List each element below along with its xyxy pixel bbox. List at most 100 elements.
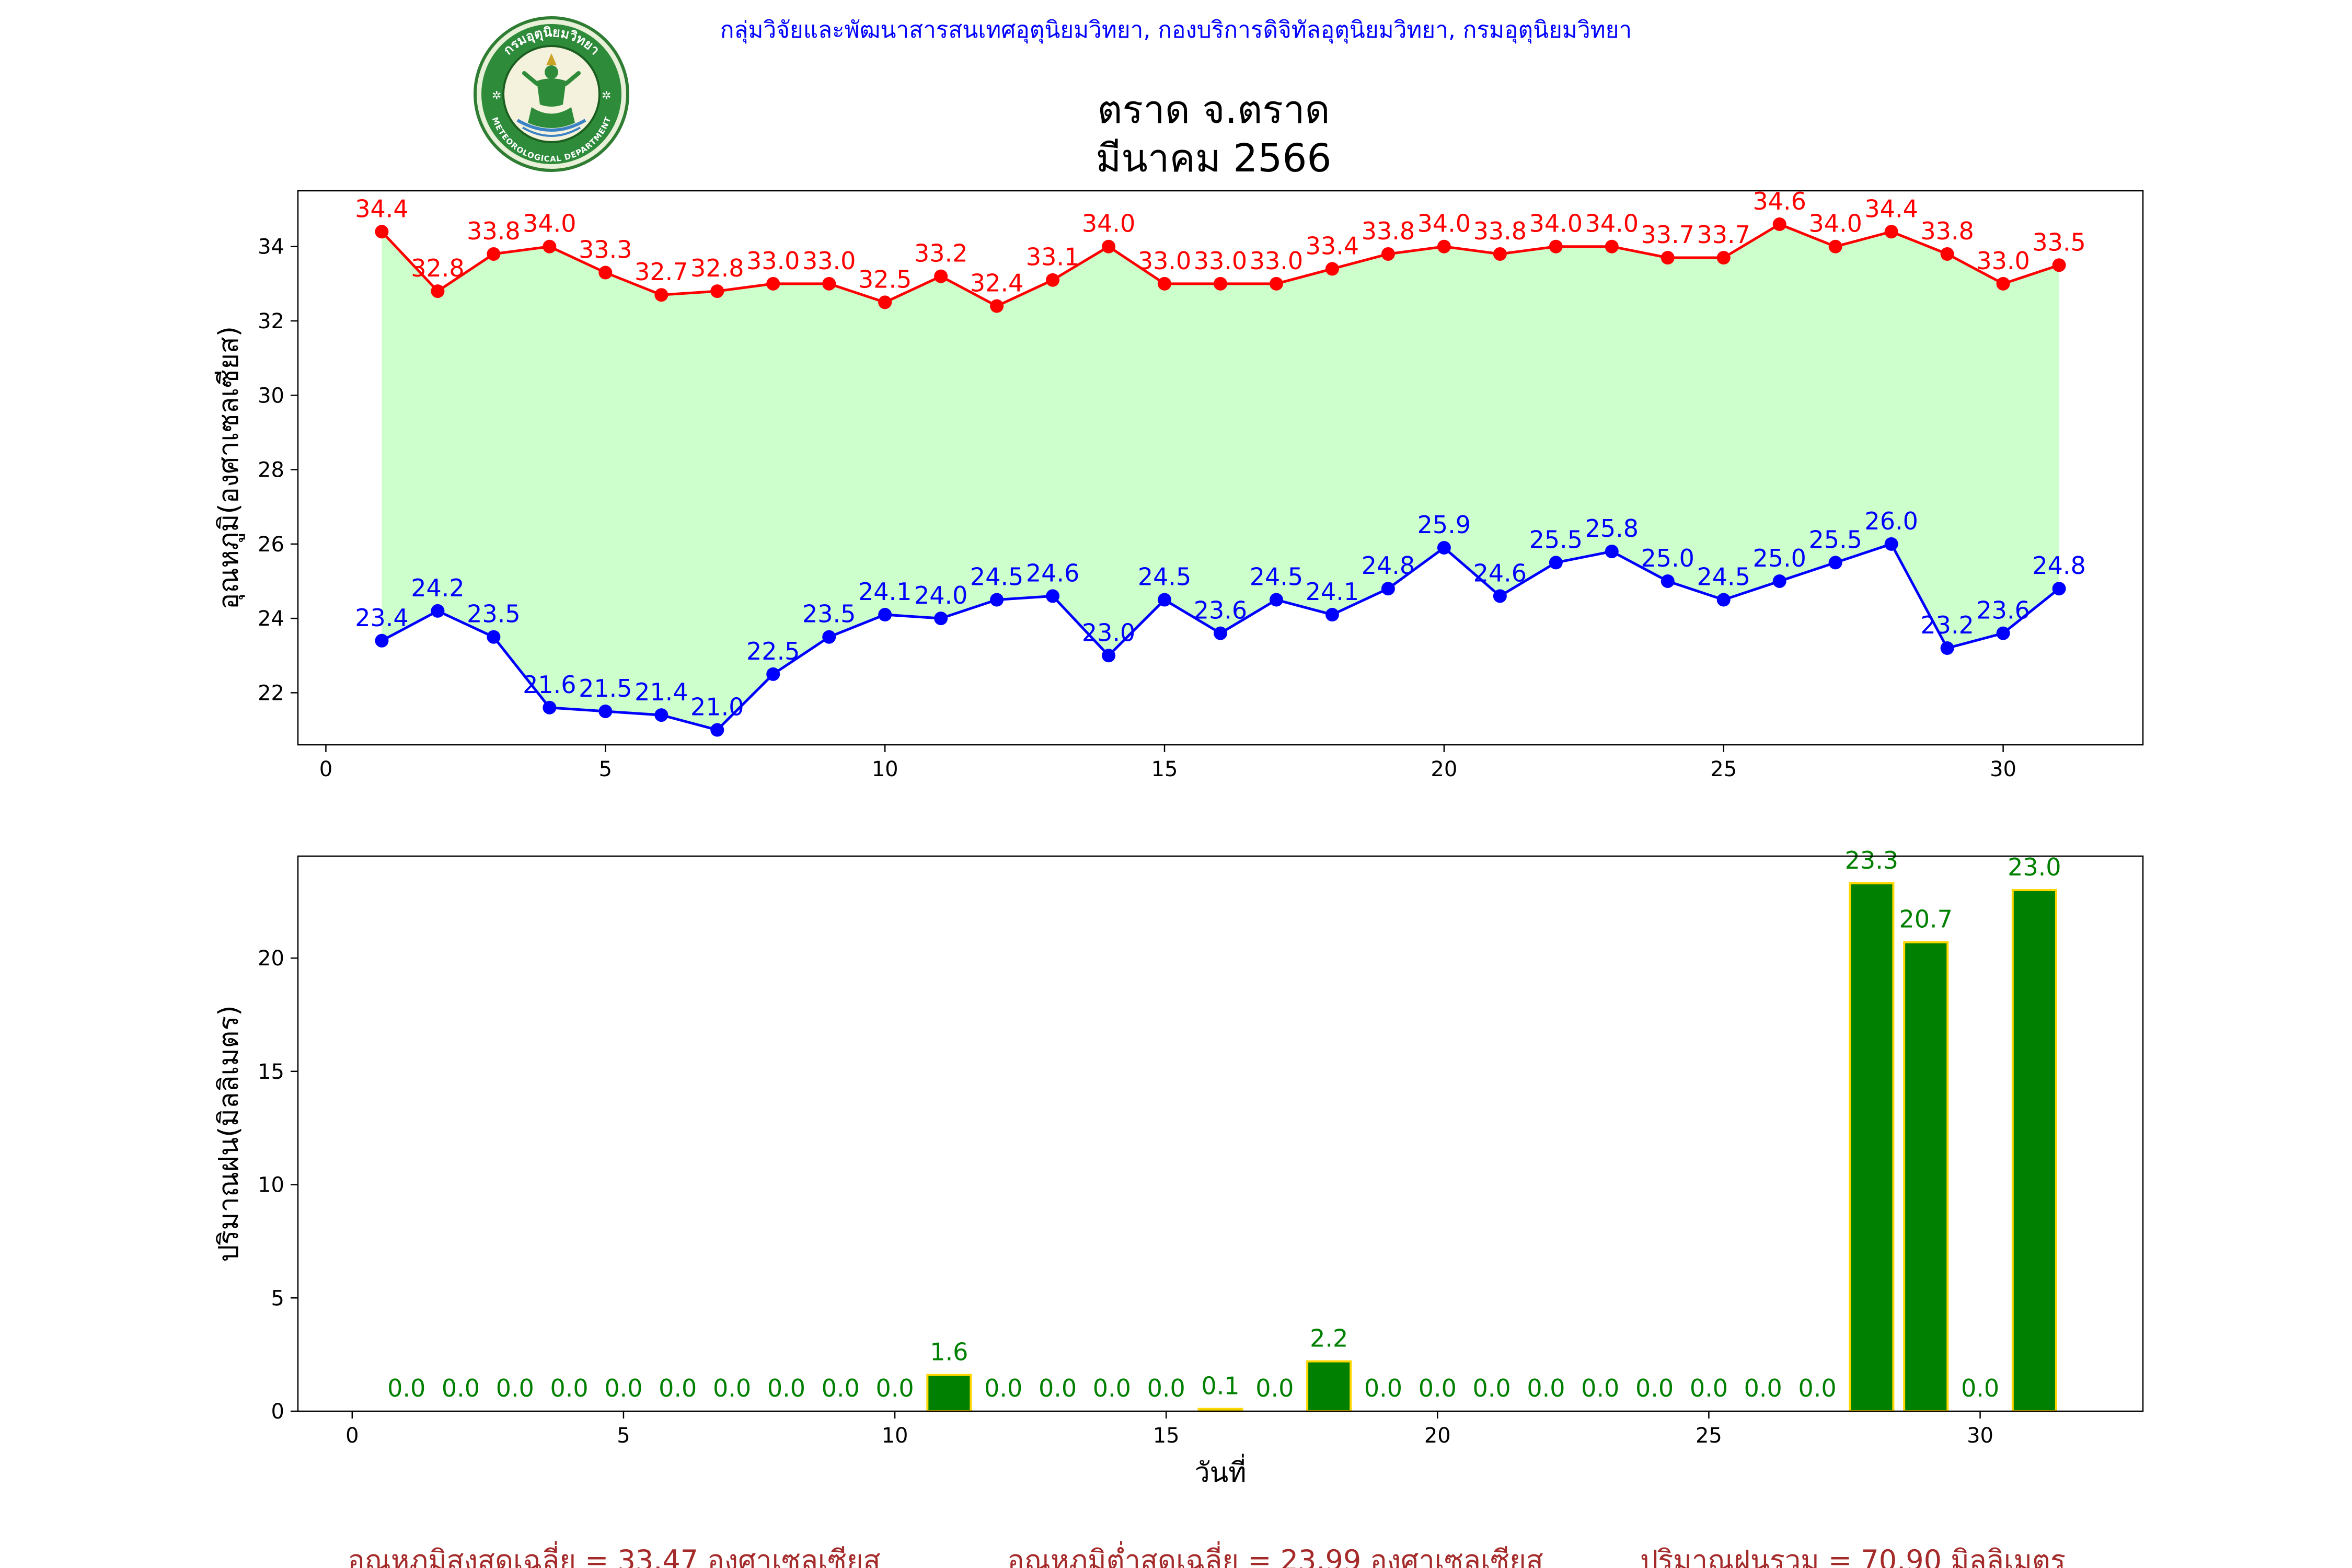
rainfall-label: 0.0 <box>496 1374 534 1402</box>
temperature-plot-frame <box>297 190 2144 746</box>
chart-title-line1: ตราด จ.ตราด <box>1097 87 1330 132</box>
min-temperature-label: 24.8 <box>1362 551 1415 580</box>
min-temperature-label: 24.5 <box>970 563 1023 591</box>
rainfall-label: 0.0 <box>1635 1374 1674 1402</box>
rainfall-label: 0.0 <box>767 1374 805 1402</box>
min-temperature-label: 24.6 <box>1026 559 1079 587</box>
max-temperature-point <box>543 239 557 253</box>
max-temperature-label: 33.0 <box>1976 247 2030 275</box>
min-temperature-label: 21.5 <box>579 674 632 702</box>
rainfall-y-axis-label: ปริมาณฝน(มิลลิเมตร) <box>213 1005 245 1262</box>
min-temperature-label: 21.4 <box>635 678 688 706</box>
min-temperature-point <box>1940 641 1954 655</box>
max-temperature-label: 34.0 <box>1082 210 1135 238</box>
max-temperature-label: 33.1 <box>1026 243 1079 271</box>
y-tick-label: 32 <box>258 309 284 333</box>
max-temperature-point <box>1158 276 1172 291</box>
rainfall-label: 2.2 <box>1310 1324 1348 1353</box>
min-temperature-label: 24.5 <box>1697 563 1750 591</box>
x-tick-label: 5 <box>599 757 612 781</box>
max-temperature-point <box>1828 239 1842 253</box>
min-temperature-label: 24.2 <box>411 574 464 602</box>
rainfall-data-labels: 0.0 0.0 0.0 0.0 0.0 0.0 0.0 0.0 0.0 0.0 1.6 0.0 0.0 0… <box>387 846 2061 1402</box>
rainfall-label: 23.0 <box>2008 853 2061 881</box>
max-temperature-label: 33.0 <box>1250 247 1303 275</box>
min-temperature-point <box>1158 593 1172 607</box>
rainfall-label: 0.0 <box>1473 1374 1511 1402</box>
rainfall-label: 0.0 <box>1093 1374 1131 1402</box>
max-temperature-label: 32.8 <box>411 254 464 282</box>
rainfall-plot-frame <box>297 855 2144 1412</box>
min-temperature-point <box>1214 626 1227 640</box>
max-temperature-label: 33.8 <box>1920 217 1974 245</box>
max-temperature-label: 33.3 <box>579 236 632 264</box>
svg-text:✲: ✲ <box>492 89 501 102</box>
min-temperature-label: 21.6 <box>523 671 576 699</box>
max-temperature-point <box>934 269 948 283</box>
max-temperature-label: 33.8 <box>1473 217 1527 245</box>
min-temperature-point <box>1996 626 2010 640</box>
temperature-data-labels: 34.432.833.8 34.033.332.7 32.8 33.0 33.032.5… <box>355 187 2086 721</box>
max-temperature-point <box>1046 273 1060 287</box>
max-temperature-point <box>1661 251 1675 265</box>
rainfall-label: 0.0 <box>1419 1374 1457 1402</box>
max-temperature-label: 33.5 <box>2032 228 2085 256</box>
rainfall-label: 0.0 <box>822 1374 860 1402</box>
min-temperature-point <box>1605 545 1619 559</box>
rainfall-label: 23.3 <box>1845 846 1898 874</box>
max-temperature-point <box>1325 262 1339 276</box>
max-temperature-label: 32.8 <box>690 254 744 282</box>
min-temp-average: อุณหภูมิต่ำสุดเฉลี่ย = 23.99 องศาเซลเซีย… <box>1007 1541 1543 1568</box>
max-temperature-label: 33.7 <box>1641 221 1694 249</box>
min-temperature-label: 24.5 <box>1250 563 1303 591</box>
min-temperature-point <box>1884 537 1898 551</box>
rainfall-label: 0.0 <box>604 1374 642 1402</box>
min-temperature-label: 24.8 <box>2032 551 2085 580</box>
min-temperature-point <box>766 667 780 681</box>
max-temperature-point <box>710 284 724 298</box>
max-temperature-label: 33.7 <box>1697 221 1750 249</box>
x-tick-label: 20 <box>1431 757 1457 781</box>
min-temperature-point <box>1381 582 1395 596</box>
max-temperature-point <box>1381 247 1395 261</box>
max-temperature-point <box>1493 247 1507 261</box>
max-temperature-label: 32.5 <box>858 265 912 293</box>
min-temperature-point <box>822 630 836 644</box>
x-tick-label: 20 <box>1424 1424 1451 1448</box>
y-tick-label: 0 <box>271 1400 284 1424</box>
max-temperature-point <box>2052 258 2066 272</box>
min-temperature-label: 23.0 <box>1082 618 1135 647</box>
max-temperature-point <box>1996 276 2010 291</box>
rainfall-x-ticks: 0 5 10 15 20 25 30 <box>345 1411 1993 1448</box>
max-temperature-point <box>1269 276 1283 291</box>
x-tick-label: 10 <box>882 1424 908 1448</box>
rainfall-bars <box>926 882 2057 1413</box>
max-temperature-point <box>1437 239 1451 253</box>
max-temperature-point <box>990 299 1004 313</box>
x-tick-label: 25 <box>1710 757 1737 781</box>
max-temperature-label: 34.0 <box>1417 210 1471 238</box>
rainfall-label: 0.0 <box>442 1374 480 1402</box>
min-temperature-point <box>1828 556 1842 570</box>
max-temperature-label: 33.0 <box>746 247 800 275</box>
rainfall-y-ticks: 0 5 10 15 20 <box>258 947 298 1424</box>
y-tick-label: 30 <box>258 384 284 408</box>
max-temperature-label: 33.4 <box>1306 232 1359 260</box>
min-temperature-label: 25.9 <box>1417 511 1471 539</box>
max-temperature-label: 33.2 <box>914 239 967 268</box>
max-temperature-point <box>766 276 780 291</box>
rainfall-label: 0.0 <box>984 1374 1022 1402</box>
min-temperature-label: 22.5 <box>746 637 800 665</box>
min-temperature-point <box>543 700 557 714</box>
rainfall-label: 0.0 <box>875 1374 914 1402</box>
x-tick-label: 15 <box>1153 1424 1180 1448</box>
rainfall-label: 0.0 <box>1798 1374 1836 1402</box>
rainfall-bar <box>1306 1360 1352 1412</box>
x-tick-label: 30 <box>1967 1424 1993 1448</box>
min-temperature-point <box>990 593 1004 607</box>
min-temperature-point <box>487 630 501 644</box>
rainfall-label: 0.0 <box>1255 1374 1294 1402</box>
min-temperature-label: 24.5 <box>1138 563 1191 591</box>
